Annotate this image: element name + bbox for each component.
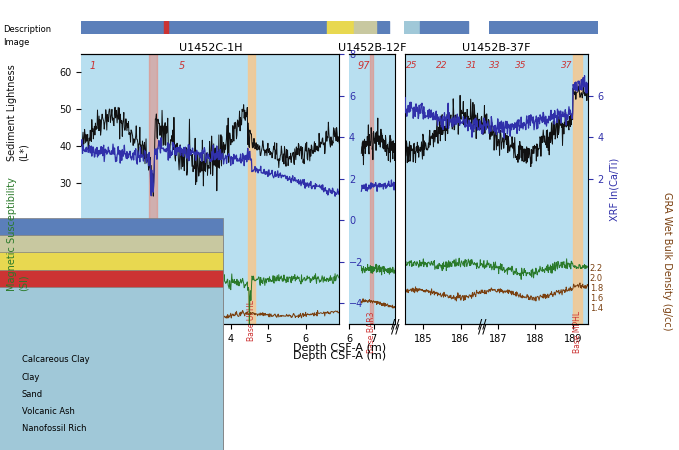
Text: Clay: Clay	[22, 373, 40, 382]
Text: $10^{-3}$: $10^{-3}$	[48, 239, 69, 252]
Text: $10^{-4}$: $10^{-4}$	[48, 266, 69, 278]
Text: 2.2: 2.2	[589, 264, 603, 273]
Text: Sand: Sand	[22, 390, 43, 399]
Bar	[149, 54, 157, 324]
Text: 31: 31	[466, 61, 477, 70]
Text: 5: 5	[179, 61, 185, 72]
Text: Base BAR3: Base BAR3	[367, 311, 376, 353]
Text: 35: 35	[515, 61, 526, 70]
Text: Image: Image	[3, 38, 30, 47]
Text: Magnetic Susceptibility
(SI): Magnetic Susceptibility (SI)	[7, 177, 29, 291]
Text: 1.6: 1.6	[589, 294, 603, 303]
Text: Depth CSF-A (m): Depth CSF-A (m)	[293, 343, 386, 353]
Text: Base MPHL: Base MPHL	[573, 311, 582, 353]
Text: 22: 22	[436, 61, 447, 70]
Text: Description: Description	[3, 25, 52, 34]
Title: U1452B-12F: U1452B-12F	[337, 43, 406, 53]
Text: 1.8: 1.8	[589, 284, 603, 293]
Bar	[164, 21, 168, 34]
Text: 97: 97	[358, 61, 370, 72]
Bar	[354, 21, 376, 34]
Text: //: //	[391, 318, 399, 330]
Bar	[370, 54, 373, 324]
Text: 2.0: 2.0	[589, 274, 603, 283]
Text: Nanofossil Rich: Nanofossil Rich	[22, 424, 86, 433]
Text: Depth CSF-A (m): Depth CSF-A (m)	[293, 351, 386, 361]
Bar	[573, 54, 582, 324]
Bar	[420, 21, 468, 34]
Text: GRA Wet Bulk Density (g/cc): GRA Wet Bulk Density (g/cc)	[662, 192, 672, 330]
Bar	[248, 54, 255, 324]
Text: Volcanic Ash: Volcanic Ash	[22, 407, 75, 416]
Text: Base UPHL: Base UPHL	[247, 300, 256, 341]
Text: //: //	[478, 322, 486, 335]
Text: $10^{-5}$: $10^{-5}$	[48, 292, 69, 304]
Text: Calcareous Clay: Calcareous Clay	[22, 356, 90, 364]
Title: U1452C-1H: U1452C-1H	[179, 43, 242, 53]
Text: 1.4: 1.4	[589, 304, 603, 313]
Text: Ash Layer: Ash Layer	[149, 311, 158, 349]
Text: 1: 1	[90, 61, 96, 72]
Text: //: //	[478, 318, 486, 330]
Y-axis label: XRF ln(Ca/Ti): XRF ln(Ca/Ti)	[609, 158, 619, 220]
Text: 33: 33	[488, 61, 500, 70]
Bar	[404, 21, 420, 34]
Text: //: //	[391, 322, 399, 335]
Bar	[327, 21, 354, 34]
Title: U1452B-37F: U1452B-37F	[462, 43, 530, 53]
Text: 37: 37	[562, 61, 573, 70]
Text: 25: 25	[406, 61, 418, 70]
Text: Sediment Lightness
(L*): Sediment Lightness (L*)	[7, 64, 29, 161]
